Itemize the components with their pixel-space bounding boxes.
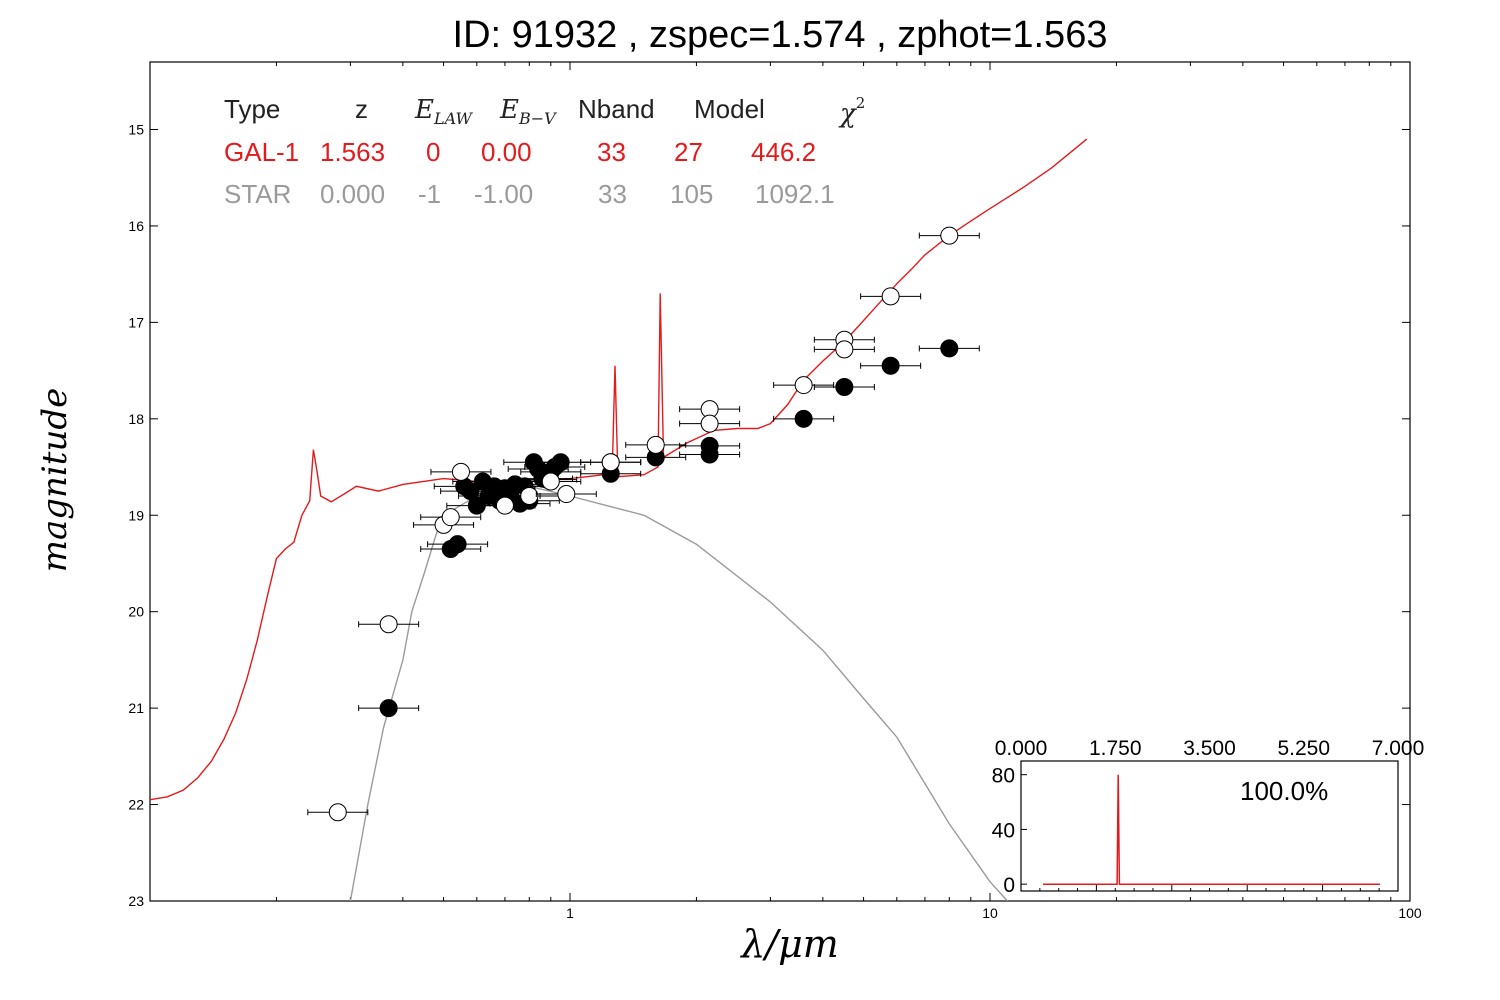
predicted-point xyxy=(557,485,576,504)
header-ebv: EB−V xyxy=(500,94,556,128)
redshift-pdf-inset: 0.000 1.750 3.500 5.250 7.000 0 40 80 xyxy=(992,737,1425,897)
predicted-point xyxy=(520,486,539,505)
star-row-type: STAR xyxy=(224,179,292,209)
predicted-point xyxy=(451,462,470,481)
inset-probability-label: 100.0% xyxy=(1240,776,1329,806)
y-tick-label: 15 xyxy=(128,122,144,138)
predicted-point xyxy=(601,453,620,472)
observed-point xyxy=(700,445,719,464)
observed-point xyxy=(379,699,398,718)
inset-x-tick-label: 1.750 xyxy=(1089,737,1142,760)
star-row-model: 105 xyxy=(670,179,714,209)
predicted-point xyxy=(379,615,398,634)
inset-x-tick-label: 5.250 xyxy=(1277,737,1330,760)
observed-point xyxy=(835,377,854,396)
y-tick-label: 18 xyxy=(128,411,144,427)
x-tick-label: 100 xyxy=(1398,905,1422,921)
x-tick-label: 10 xyxy=(982,905,998,921)
predicted-point xyxy=(835,340,854,359)
predicted-point xyxy=(541,472,560,491)
inset-pdf-line xyxy=(1043,774,1380,885)
predicted-point xyxy=(646,435,665,454)
inset-y-tick-label: 80 xyxy=(992,765,1015,788)
x-tick-label: 1 xyxy=(566,905,574,921)
predicted-point xyxy=(794,376,813,395)
predicted-point xyxy=(441,508,460,527)
inset-y-tick-label: 0 xyxy=(1003,874,1015,897)
y-tick-label: 19 xyxy=(128,507,144,523)
header-elaw: ELAW xyxy=(415,94,472,128)
header-chi-superscript: 2 xyxy=(855,94,866,112)
main-axes-frame xyxy=(149,61,1411,902)
inset-frame xyxy=(1020,760,1399,892)
y-axis-label: magnitude xyxy=(35,387,75,573)
gal-row-nband: 33 xyxy=(597,137,626,167)
star-row-elaw: -1 xyxy=(418,179,442,209)
galaxy-model-line xyxy=(150,138,1088,801)
star-row-chi2: 1092.1 xyxy=(755,179,835,209)
gal-row-z: 1.563 xyxy=(320,137,386,167)
star-row-ebv: -1.00 xyxy=(474,179,534,209)
header-ebv-symbol: E xyxy=(500,95,519,125)
y-tick-label: 17 xyxy=(128,314,144,330)
y-tick-label: 16 xyxy=(128,218,144,234)
star-row-nband: 33 xyxy=(598,179,627,209)
inset-x-tick-label: 7.000 xyxy=(1372,737,1425,760)
y-tick-label: 20 xyxy=(128,604,144,620)
gal-row-model: 27 xyxy=(674,137,703,167)
y-tick-label: 22 xyxy=(128,797,144,813)
predicted-point xyxy=(700,414,719,433)
plot-title: ID: 91932 , zspec=1.574 , zphot=1.563 xyxy=(452,14,1108,56)
gal-row-ebv: 0.00 xyxy=(481,137,532,167)
observed-point xyxy=(881,356,900,375)
gal-row-type: GAL-1 xyxy=(224,137,300,167)
observed-point xyxy=(551,453,570,472)
gal-row-elaw: 0 xyxy=(426,137,441,167)
header-nband: Nband xyxy=(578,94,655,124)
header-elaw-subscript: LAW xyxy=(433,109,472,128)
header-type: Type xyxy=(224,94,281,124)
header-z: z xyxy=(355,94,368,124)
observed-point xyxy=(794,409,813,428)
y-tick-label: 23 xyxy=(128,893,144,909)
x-axis-label: λ/μm xyxy=(741,922,839,966)
predicted-point xyxy=(881,287,900,306)
observed-point xyxy=(448,535,467,554)
header-chi2: χ2 xyxy=(840,94,865,129)
header-chi-symbol: χ xyxy=(840,99,856,129)
observed-point xyxy=(940,339,959,358)
star-row-z: 0.000 xyxy=(320,179,386,209)
header-model: Model xyxy=(694,94,765,124)
inset-x-tick-label: 3.500 xyxy=(1183,737,1236,760)
inset-y-tick-label: 40 xyxy=(992,819,1015,842)
predicted-point xyxy=(940,226,959,245)
header-elaw-symbol: E xyxy=(415,95,434,125)
predicted-point xyxy=(328,803,347,822)
header-ebv-subscript: B−V xyxy=(518,109,556,128)
predicted-point xyxy=(495,496,514,515)
main-series xyxy=(150,138,1088,901)
inset-x-tick-label: 0.000 xyxy=(995,737,1048,760)
gal-row-chi2: 446.2 xyxy=(751,137,817,167)
y-tick-label: 21 xyxy=(128,700,144,716)
